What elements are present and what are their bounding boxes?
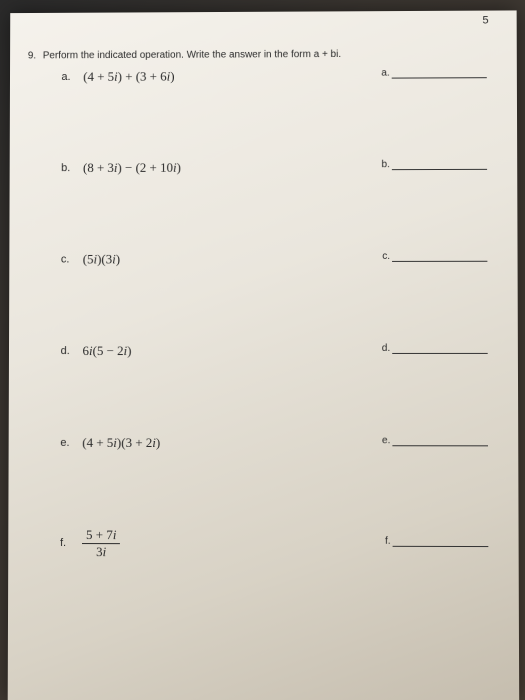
answer-line[interactable] [392, 67, 487, 78]
fraction: 5 + 7i 3i [82, 527, 120, 559]
item-expression-b: (8 + 3i) − (2 + 10i) [83, 160, 181, 176]
item-label-e: e. [60, 437, 78, 449]
item-b: b. (8 + 3i) − (2 + 10i) b. [33, 159, 487, 244]
item-expression-d: 6i(5 − 2i) [82, 343, 131, 359]
answer-line[interactable] [392, 435, 488, 446]
question-instruction: 9. Perform the indicated operation. Writ… [28, 48, 487, 61]
answer-blank-e: e. [382, 435, 488, 446]
instruction-text: Perform the indicated operation. Write t… [43, 49, 341, 61]
item-e: e. (4 + 5i)(3 + 2i) e. [32, 435, 488, 520]
item-label-f: f. [60, 537, 78, 549]
item-f: f. 5 + 7i 3i f. [32, 527, 489, 599]
item-label-b: b. [61, 162, 79, 174]
fraction-denominator: 3i [82, 544, 120, 560]
item-expression-f: 5 + 7i 3i [82, 527, 120, 559]
answer-blank-c: c. [382, 251, 487, 262]
item-a: a. (4 + 5i) + (3 + 6i) a. [33, 67, 487, 152]
answer-line[interactable] [392, 251, 487, 262]
item-d: d. 6i(5 − 2i) d. [33, 343, 488, 427]
answer-blank-a: a. [381, 67, 486, 78]
item-expression-c: (5i)(3i) [83, 251, 120, 267]
item-expression-e: (4 + 5i)(3 + 2i) [82, 435, 160, 451]
item-label-d: d. [61, 345, 79, 357]
answer-blank-b: b. [382, 159, 488, 170]
fraction-numerator: 5 + 7i [82, 527, 120, 544]
worksheet-page: 5 9. Perform the indicated operation. Wr… [8, 10, 519, 700]
answer-line[interactable] [392, 159, 487, 170]
item-expression-a: (4 + 5i) + (3 + 6i) [83, 69, 174, 85]
answer-blank-f: f. [385, 536, 488, 547]
question-number: 9. [28, 50, 36, 61]
item-label-a: a. [61, 71, 79, 83]
page-number: 5 [482, 15, 488, 27]
answer-blank-d: d. [382, 343, 488, 354]
answer-line[interactable] [392, 343, 487, 354]
item-c: c. (5i)(3i) c. [33, 251, 488, 335]
item-label-c: c. [61, 253, 79, 265]
answer-line[interactable] [393, 536, 489, 547]
